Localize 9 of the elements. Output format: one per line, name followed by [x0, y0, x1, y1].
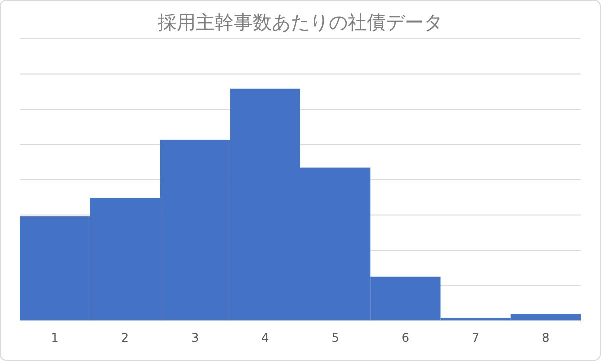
- x-tick-label: 2: [121, 331, 130, 345]
- x-tick-label: 1: [51, 331, 59, 345]
- chart-title: 採用主幹事数あたりの社債データ: [158, 12, 443, 34]
- x-tick-label: 6: [402, 331, 410, 345]
- x-tick-label: 3: [191, 331, 200, 345]
- x-tick-label: 7: [472, 331, 480, 345]
- x-tick-label: 4: [262, 331, 270, 345]
- x-tick-label: 5: [332, 331, 340, 345]
- x-tick-label: 8: [542, 331, 550, 345]
